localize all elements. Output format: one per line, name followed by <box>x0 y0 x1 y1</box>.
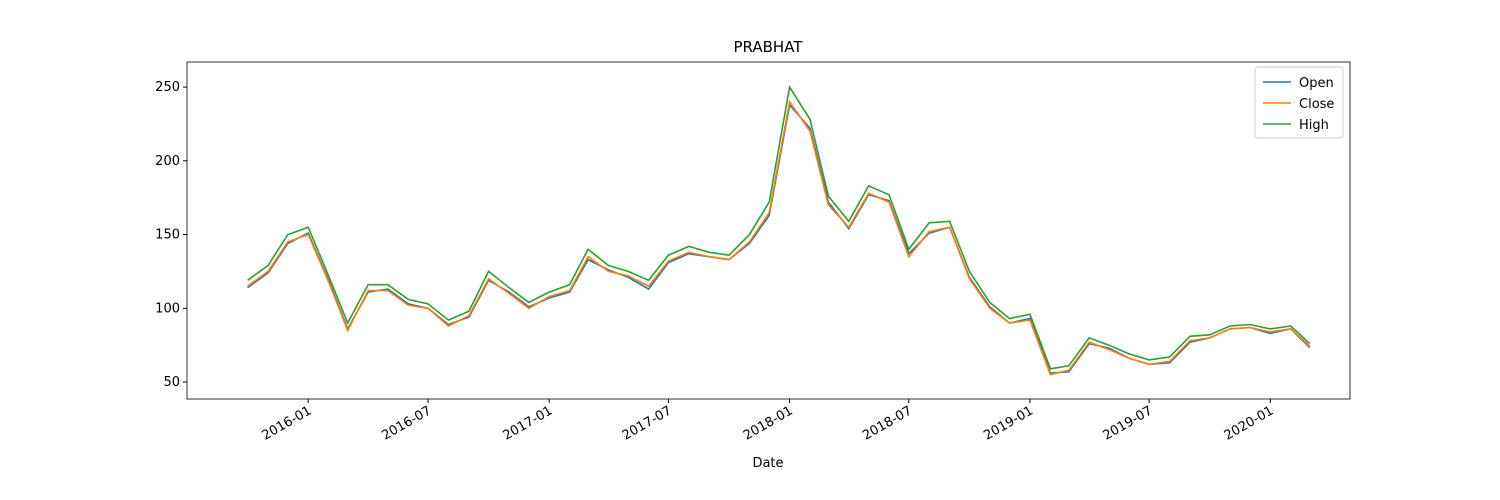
legend-label: High <box>1299 118 1329 133</box>
legend-label: Open <box>1299 76 1334 91</box>
x-tick-label: 2019-07 <box>1101 403 1156 443</box>
y-tick-label: 250 <box>155 80 180 95</box>
x-axis-label: Date <box>752 456 783 471</box>
x-tick-label: 2017-01 <box>501 403 556 443</box>
y-tick-label: 50 <box>163 375 180 390</box>
chart-title: PRABHAT <box>734 38 804 56</box>
x-tick-label: 2017-07 <box>620 403 675 443</box>
line-series <box>247 84 1311 370</box>
y-tick-label: 100 <box>155 301 180 316</box>
legend-label: Close <box>1299 97 1334 112</box>
line-series <box>247 99 1311 376</box>
x-tick-label: 2016-01 <box>260 403 315 443</box>
x-tick-label: 2018-01 <box>741 403 796 443</box>
x-tick-label: 2018-07 <box>860 403 915 443</box>
x-tick-label: 2019-01 <box>981 403 1036 443</box>
x-tick-label: 2016-07 <box>379 403 434 443</box>
legend-box <box>1254 66 1344 139</box>
x-tick-label: 2020-01 <box>1222 403 1277 443</box>
y-tick-label: 200 <box>155 154 180 169</box>
axes-frame <box>186 61 1351 400</box>
y-tick-label: 150 <box>155 228 180 243</box>
